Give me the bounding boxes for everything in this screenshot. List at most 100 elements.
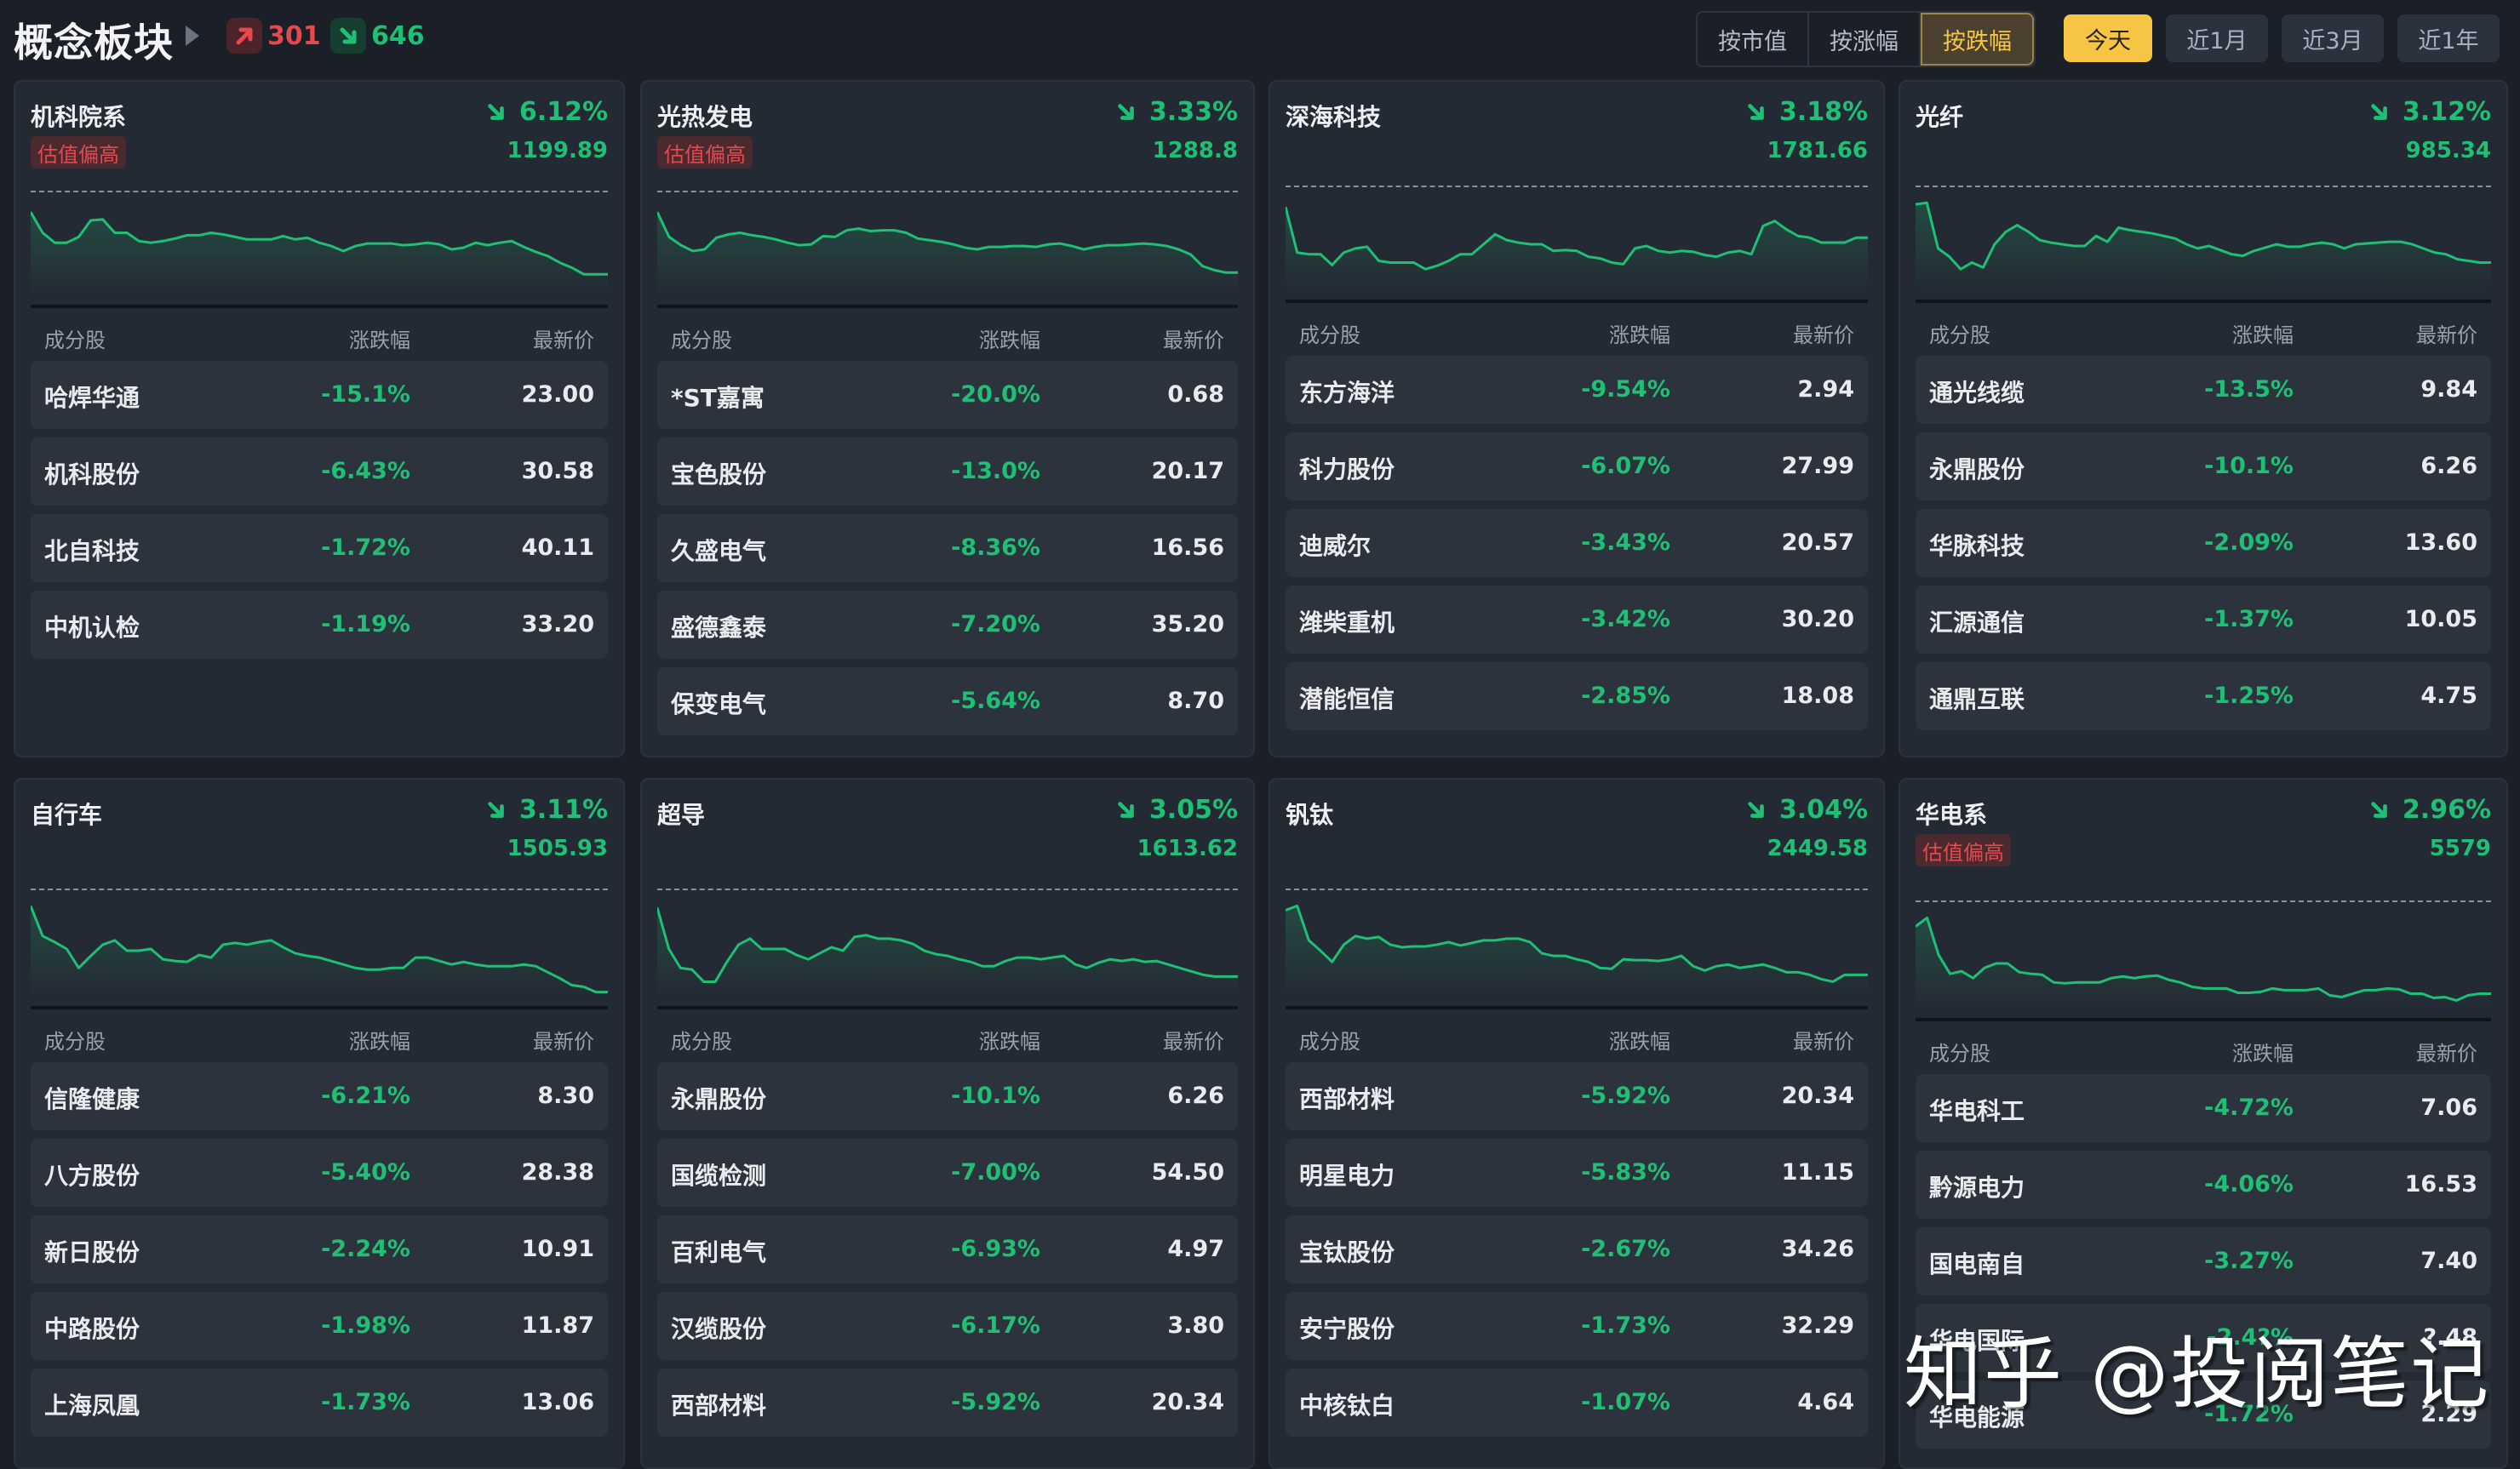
stock-row[interactable]: 汇源通信 -1.37% 10.05 — [1916, 586, 2491, 654]
stock-price: 20.34 — [1781, 1083, 1854, 1109]
stock-row[interactable]: 保变电气 -5.64% 8.70 — [657, 667, 1238, 735]
stock-row[interactable]: 迪威尔 -3.43% 20.57 — [1286, 509, 1868, 577]
stock-row[interactable]: 永鼎股份 -10.1% 6.26 — [1916, 432, 2491, 500]
col-header-change: 涨跌幅 — [349, 329, 410, 352]
stock-price: 3.80 — [1167, 1312, 1224, 1339]
sector-card[interactable]: 机科院系 估值偏高 6.12% 1199.89 成分股 涨跌幅 最新价 哈焊华通 -1… — [14, 80, 625, 757]
stock-price: 35.20 — [1151, 611, 1224, 637]
stock-price: 20.34 — [1151, 1389, 1224, 1415]
sector-name[interactable]: 钒钛 — [1286, 801, 1334, 829]
expand-arrow-icon[interactable] — [186, 26, 199, 46]
stock-row[interactable]: 潍柴重机 -3.42% 30.20 — [1286, 586, 1868, 654]
stock-row[interactable]: 中核钛白 -1.07% 4.64 — [1286, 1369, 1868, 1437]
stock-row[interactable]: 汉缆股份 -6.17% 3.80 — [657, 1292, 1238, 1360]
stock-row[interactable]: 科力股份 -6.07% 27.99 — [1286, 432, 1868, 500]
stock-name: 国电南自 — [1929, 1250, 2025, 1278]
sort-by-gain-tab[interactable]: 按涨幅 — [1809, 13, 1921, 66]
stock-price: 11.15 — [1781, 1159, 1854, 1186]
sector-change: 3.11% — [485, 795, 608, 825]
sector-card[interactable]: 钒钛 3.04% 2449.58 成分股 涨跌幅 最新价 西部材料 -5.92% 2… — [1269, 778, 1885, 1469]
stock-row[interactable]: 国缆检测 -7.00% 54.50 — [657, 1139, 1238, 1207]
stock-row[interactable]: 宝色股份 -13.0% 20.17 — [657, 437, 1238, 506]
sector-card[interactable]: 深海科技 3.18% 1781.66 成分股 涨跌幅 最新价 东方海洋 -9.54%… — [1269, 80, 1885, 757]
table-header: 成分股 涨跌幅 最新价 — [31, 1021, 608, 1055]
sector-change-value: 3.12% — [2402, 97, 2491, 127]
sector-change-value: 2.96% — [2402, 795, 2491, 825]
stock-row[interactable]: 安宁股份 -1.73% 32.29 — [1286, 1292, 1868, 1360]
stock-row[interactable]: 哈焊华通 -15.1% 23.00 — [31, 361, 608, 429]
stock-row[interactable]: 八方股份 -5.40% 28.38 — [31, 1139, 608, 1207]
table-header: 成分股 涨跌幅 最新价 — [1286, 315, 1868, 349]
sector-card[interactable]: 超导 3.05% 1613.62 成分股 涨跌幅 最新价 永鼎股份 -10.1% 6… — [640, 778, 1255, 1469]
stock-name: 百利电气 — [671, 1238, 767, 1266]
stock-name: 通鼎互联 — [1929, 685, 2025, 713]
range-1m-tab[interactable]: 近1月 — [2166, 14, 2268, 62]
stock-price: 18.08 — [1781, 683, 1854, 709]
stock-row[interactable]: 中机认检 -1.19% 33.20 — [31, 591, 608, 659]
stock-row[interactable]: 通光线缆 -13.5% 9.84 — [1916, 356, 2491, 424]
stock-row[interactable]: 永鼎股份 -10.1% 6.26 — [657, 1062, 1238, 1130]
stock-row[interactable]: 国电南自 -3.27% 7.40 — [1916, 1227, 2491, 1295]
stock-row[interactable]: 宝钛股份 -2.67% 34.26 — [1286, 1215, 1868, 1283]
sector-index-value: 2449.58 — [1767, 836, 1868, 861]
table-header: 成分股 涨跌幅 最新价 — [1916, 1033, 2491, 1067]
stock-change: -20.0% — [951, 381, 1040, 408]
col-header-price: 最新价 — [533, 329, 594, 352]
stock-row[interactable]: 通鼎互联 -1.25% 4.75 — [1916, 662, 2491, 730]
sector-name[interactable]: 华电系 — [1916, 801, 1988, 829]
prev-close-line — [657, 889, 1238, 890]
stock-row[interactable]: 潜能恒信 -2.85% 18.08 — [1286, 662, 1868, 730]
sector-card[interactable]: 光纤 3.12% 985.34 成分股 涨跌幅 最新价 通光线缆 -13.5% 9.… — [1899, 80, 2508, 757]
stock-row[interactable]: 华电科工 -4.72% 7.06 — [1916, 1074, 2491, 1142]
stock-row[interactable]: 机科股份 -6.43% 30.58 — [31, 437, 608, 506]
sector-name[interactable]: 光纤 — [1916, 103, 1964, 131]
sector-name[interactable]: 自行车 — [31, 801, 103, 829]
sector-name[interactable]: 机科院系 — [31, 103, 127, 131]
stock-price: 33.20 — [521, 611, 594, 637]
col-header-change: 涨跌幅 — [1609, 323, 1670, 347]
sector-name[interactable]: 深海科技 — [1286, 103, 1382, 131]
stock-row[interactable]: 信隆健康 -6.21% 8.30 — [31, 1062, 608, 1130]
stock-name: 机科股份 — [44, 460, 140, 489]
range-today-tab[interactable]: 今天 — [2064, 14, 2152, 62]
stock-price: 11.87 — [521, 1312, 594, 1339]
stock-row[interactable]: 黔源电力 -4.06% 16.53 — [1916, 1151, 2491, 1219]
sector-change: 6.12% — [485, 97, 608, 127]
sector-index-value: 5579 — [2429, 836, 2491, 861]
stock-row[interactable]: 华脉科技 -2.09% 13.60 — [1916, 509, 2491, 577]
sector-name[interactable]: 超导 — [657, 801, 706, 829]
stock-change: -2.4?% — [2207, 1324, 2294, 1351]
sector-card[interactable]: 自行车 3.11% 1505.93 成分股 涨跌幅 最新价 信隆健康 -6.21% … — [14, 778, 625, 1469]
range-3m-tab[interactable]: 近3月 — [2282, 14, 2384, 62]
stock-price: 16.56 — [1151, 534, 1224, 561]
stock-name: 新日股份 — [44, 1238, 140, 1266]
stock-row[interactable]: 华电国际 -2.4?% ?.48 — [1916, 1304, 2491, 1372]
col-header-name: 成分股 — [1299, 1030, 1360, 1054]
stock-row[interactable]: 华电能源 -1.72% 2.29 — [1916, 1380, 2491, 1449]
sector-index-value: 1781.66 — [1767, 138, 1868, 163]
stock-change: -2.85% — [1581, 683, 1670, 709]
sort-by-loss-tab[interactable]: 按跌幅 — [1921, 13, 2034, 66]
sector-name[interactable]: 光热发电 — [657, 103, 753, 131]
range-1y-tab[interactable]: 近1年 — [2397, 14, 2500, 62]
stock-row[interactable]: 西部材料 -5.92% 20.34 — [1286, 1062, 1868, 1130]
arrow-down-right-icon — [2371, 103, 2387, 120]
stock-name: 上海凤凰 — [44, 1392, 140, 1420]
sparkline-chart — [1916, 199, 2491, 289]
stock-price: 34.26 — [1781, 1236, 1854, 1262]
stock-row[interactable]: 西部材料 -5.92% 20.34 — [657, 1369, 1238, 1437]
sector-card[interactable]: 华电系 估值偏高 2.96% 5579 成分股 涨跌幅 最新价 华电科工 -4.72%… — [1899, 778, 2508, 1469]
stock-row[interactable]: 久盛电气 -8.36% 16.56 — [657, 514, 1238, 582]
stock-row[interactable]: 盛德鑫泰 -7.20% 35.20 — [657, 591, 1238, 659]
stock-row[interactable]: 上海凤凰 -1.73% 13.06 — [31, 1369, 608, 1437]
sort-by-market-cap-tab[interactable]: 按市值 — [1698, 13, 1809, 66]
stock-row[interactable]: 中路股份 -1.98% 11.87 — [31, 1292, 608, 1360]
stock-row[interactable]: 北自科技 -1.72% 40.11 — [31, 514, 608, 582]
stock-row[interactable]: 明星电力 -5.83% 11.15 — [1286, 1139, 1868, 1207]
stock-list: *ST嘉寓 -20.0% 0.68 宝色股份 -13.0% 20.17 久盛电气… — [657, 361, 1238, 744]
stock-row[interactable]: 东方海洋 -9.54% 2.94 — [1286, 356, 1868, 424]
stock-row[interactable]: 百利电气 -6.93% 4.97 — [657, 1215, 1238, 1283]
sector-card[interactable]: 光热发电 估值偏高 3.33% 1288.8 成分股 涨跌幅 最新价 *ST嘉寓 -2… — [640, 80, 1255, 757]
stock-row[interactable]: *ST嘉寓 -20.0% 0.68 — [657, 361, 1238, 429]
stock-row[interactable]: 新日股份 -2.24% 10.91 — [31, 1215, 608, 1283]
